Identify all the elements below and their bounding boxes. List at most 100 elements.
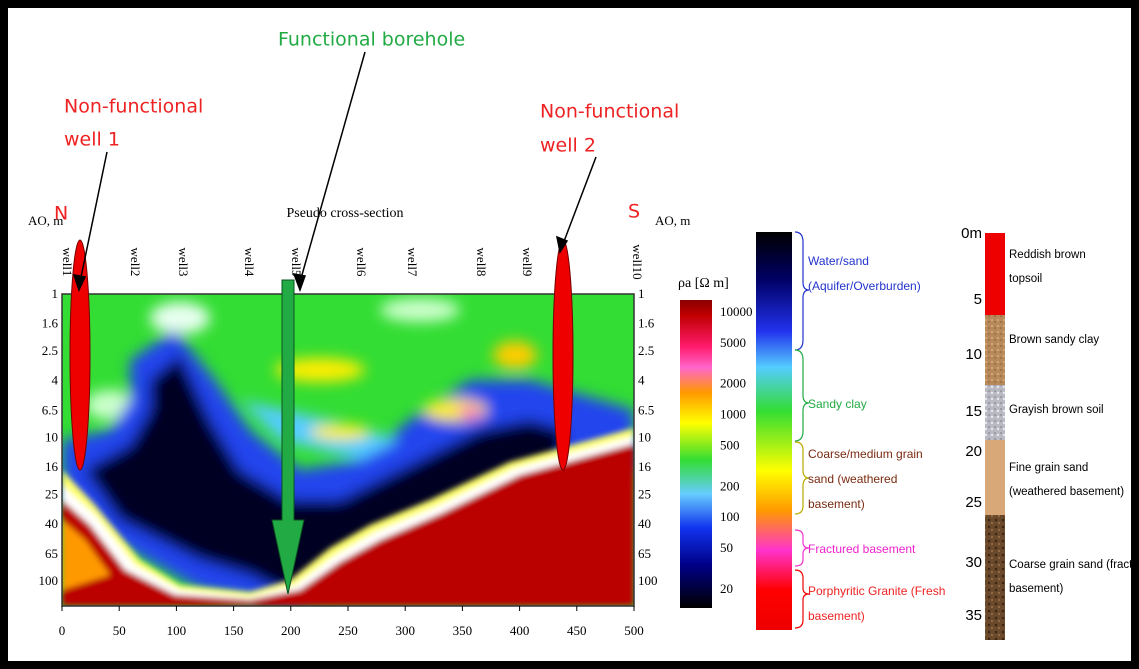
pointer — [79, 151, 108, 283]
colorbar-tick-label: 50 — [720, 540, 733, 555]
depth-tick-label: 40 — [45, 516, 58, 531]
x-tick-label: 250 — [338, 623, 358, 638]
x-tick-label: 150 — [224, 623, 244, 638]
x-tick-label: 300 — [395, 623, 415, 638]
depth-tick-label: 6.5 — [42, 403, 58, 418]
well-label: well5 — [289, 248, 304, 277]
depth-tick-label: 1.6 — [638, 315, 655, 330]
well-1-marker — [69, 239, 91, 471]
depth-tick-label: 16 — [638, 459, 652, 474]
colorbar-tick-label: 2000 — [720, 376, 746, 391]
depth-tick-label: 10 — [638, 429, 651, 444]
axis-label: AO, m — [655, 213, 690, 228]
x-tick-label: 400 — [510, 623, 530, 638]
strat-layer-text: topsoil — [1009, 273, 1042, 285]
brace — [794, 529, 810, 567]
colorbar-tick-label: 20 — [720, 581, 733, 596]
colorbar-tick-label: 5000 — [720, 335, 746, 350]
pointer — [562, 156, 597, 245]
strat-depth: 0m — [961, 225, 982, 242]
colorbar-tick-label: 1000 — [720, 407, 746, 422]
x-tick-label: 50 — [113, 623, 126, 638]
well-2-marker — [552, 239, 574, 471]
strat-layer — [985, 315, 1005, 385]
depth-tick-label: 1.6 — [42, 315, 59, 330]
north-label: N — [54, 203, 68, 225]
strat-layer-text: basement) — [1009, 583, 1064, 595]
depth-tick-label: 1 — [638, 286, 645, 301]
depth-tick-label: 2.5 — [42, 343, 58, 358]
annotation: Non-functional — [540, 101, 679, 123]
brace — [794, 231, 810, 351]
well-label: well7 — [405, 248, 420, 277]
strat-depth: 25 — [965, 494, 982, 511]
legend-text: Water/sand — [808, 254, 869, 268]
strat-layer — [985, 515, 1005, 640]
legend-text: Coarse/medium grain — [808, 447, 923, 461]
legend-text: sand (weathered — [808, 472, 897, 486]
well-label: well1 — [60, 248, 75, 277]
brace — [794, 441, 810, 515]
legend-bar — [756, 232, 792, 630]
x-tick-label: 200 — [281, 623, 301, 638]
depth-tick-label: 2.5 — [638, 343, 654, 358]
depth-tick-label: 4 — [638, 372, 645, 387]
strat-depth: 30 — [965, 554, 982, 571]
pointer-head — [292, 273, 307, 293]
pseudo-section — [62, 294, 634, 606]
annotation: Non-functional — [64, 96, 203, 118]
depth-tick-label: 40 — [638, 516, 651, 531]
well-label: well6 — [354, 248, 369, 277]
legend-text: (Aquifer/Overburden) — [808, 279, 921, 293]
legend-text: basement) — [808, 609, 865, 623]
x-tick-label: 0 — [59, 623, 66, 638]
strat-layer — [985, 233, 1005, 315]
well-label: well9 — [520, 248, 535, 277]
legend-text: basement) — [808, 497, 865, 511]
annotation: well 1 — [64, 129, 120, 151]
legend-text: Fractured basement — [808, 542, 916, 556]
colorbar-tick-label: 500 — [720, 438, 740, 453]
strat-layer-text: Brown sandy clay — [1009, 334, 1099, 346]
depth-tick-label: 25 — [638, 487, 651, 502]
depth-tick-label: 65 — [638, 546, 651, 561]
axis-label: AO, m — [28, 213, 63, 228]
depth-tick-label: 6.5 — [638, 403, 654, 418]
strat-depth: 5 — [974, 291, 982, 308]
colorbar-tick-label: 200 — [720, 478, 740, 493]
pointer-head — [555, 235, 569, 254]
pointer — [299, 51, 366, 283]
colorbar — [680, 300, 712, 608]
colorbar-tick-label: 100 — [720, 509, 740, 524]
strat-layer — [985, 385, 1005, 440]
x-tick-label: 100 — [167, 623, 187, 638]
x-tick-label: 350 — [453, 623, 473, 638]
pointer-head — [72, 274, 87, 293]
x-tick-label: 450 — [567, 623, 587, 638]
strat-depth: 35 — [965, 607, 982, 624]
strat-layer-text: (weathered basement) — [1009, 486, 1124, 498]
brace — [794, 349, 810, 442]
annotation: Functional borehole — [278, 29, 465, 51]
strat-layer — [985, 440, 1005, 515]
well-label: well3 — [176, 248, 191, 277]
depth-tick-label: 65 — [45, 546, 58, 561]
strat-depth: 20 — [965, 443, 982, 460]
depth-tick-label: 1 — [52, 286, 59, 301]
south-label: S — [628, 201, 640, 223]
depth-tick-label: 25 — [45, 487, 58, 502]
borehole-arrow — [271, 279, 305, 595]
colorbar-label: ρa [Ω m] — [678, 276, 729, 291]
strat-layer-text: Grayish brown soil — [1009, 404, 1104, 416]
legend-text: Porphyritic Granite (Fresh — [808, 584, 945, 598]
well-label: well8 — [474, 248, 489, 277]
strat-depth: 15 — [965, 403, 982, 420]
depth-tick-label: 10 — [45, 429, 58, 444]
strat-layer-text: Coarse grain sand (fractured — [1009, 559, 1139, 571]
well-label: well4 — [242, 248, 257, 277]
brace — [794, 569, 810, 629]
strat-layer-text: Reddish brown — [1009, 249, 1086, 261]
well-label: well2 — [128, 248, 143, 277]
section-title: Pseudo cross-section — [286, 206, 403, 221]
strat-layer-text: Fine grain sand — [1009, 462, 1088, 474]
